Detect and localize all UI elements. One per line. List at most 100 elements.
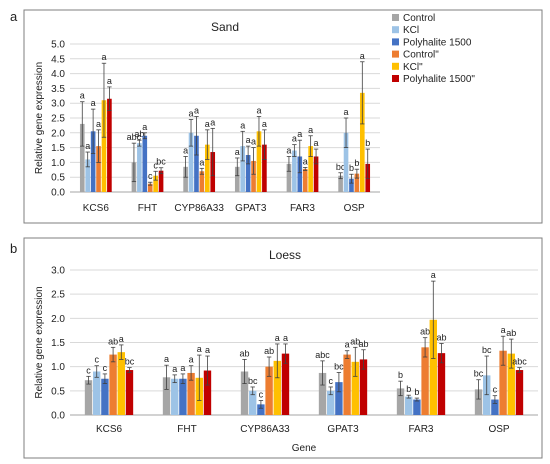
y-tick-label: 4.0 — [51, 69, 65, 80]
legend-label: KCl — [403, 25, 419, 36]
bar — [327, 390, 335, 415]
significance-letter: a — [96, 119, 101, 129]
bar — [507, 353, 515, 415]
significance-letter: bc — [156, 157, 166, 167]
bar — [107, 98, 112, 192]
significance-letter: a — [85, 141, 90, 151]
significance-letter: a — [240, 120, 245, 130]
significance-letter: a — [235, 147, 240, 157]
x-tick-label: KCS6 — [83, 203, 110, 214]
bar — [281, 353, 290, 415]
bar — [199, 171, 205, 192]
legend-label: Polyhalite 1500 — [403, 37, 472, 48]
bar — [396, 388, 405, 415]
bar — [302, 168, 308, 192]
significance-letter: a — [164, 354, 169, 364]
significance-letter: abc — [315, 350, 330, 360]
bar — [142, 135, 148, 192]
y-tick-label: 2.5 — [51, 114, 65, 125]
bar — [125, 370, 134, 415]
x-tick-label: OSP — [344, 203, 365, 214]
bar — [240, 146, 246, 192]
significance-letter: bc — [336, 162, 346, 172]
bar — [203, 370, 212, 415]
y-tick-label: 0.5 — [51, 386, 65, 397]
bar — [109, 354, 117, 415]
significance-letter: c — [259, 390, 264, 400]
bar — [249, 390, 257, 415]
significance-letter: a — [189, 355, 194, 365]
bar — [194, 135, 199, 192]
panel-frame-loess — [23, 237, 543, 459]
bar — [251, 160, 256, 192]
y-tick-label: 3.5 — [51, 84, 65, 95]
significance-letter: a — [501, 325, 506, 335]
significance-letter: a — [297, 129, 302, 139]
significance-letter: b — [414, 387, 419, 397]
y-tick-label: 2.0 — [51, 314, 65, 325]
bar — [158, 170, 164, 192]
bar — [256, 131, 262, 192]
significance-letter: b — [398, 370, 403, 380]
y-tick-label: 0.0 — [51, 188, 65, 199]
significance-letter: c — [148, 171, 153, 181]
significance-letter: a — [292, 134, 297, 144]
y-tick-label: 0.5 — [51, 173, 65, 184]
significance-letter: a — [142, 122, 147, 132]
significance-letter: ab — [350, 336, 360, 346]
significance-letter: a — [172, 364, 177, 374]
significance-letter: c — [328, 376, 333, 386]
significance-letter: a — [189, 108, 194, 118]
bar — [137, 143, 142, 192]
y-tick-label: 1.0 — [51, 362, 65, 373]
significance-letter: a — [286, 145, 291, 155]
y-tick-label: 4.5 — [51, 54, 65, 65]
significance-letter: a — [360, 51, 365, 61]
significance-letter: a — [205, 119, 210, 129]
bar — [499, 350, 507, 415]
bar — [96, 146, 101, 192]
significance-letter: a — [344, 107, 349, 117]
y-axis-label: Relative gene expression — [34, 62, 45, 174]
bar — [515, 370, 524, 415]
bar — [101, 378, 109, 415]
legend-swatch — [392, 26, 399, 34]
bar — [188, 132, 194, 192]
bar — [90, 131, 96, 192]
bar — [204, 144, 210, 192]
significance-letter: a — [183, 145, 188, 155]
legend-label: Control" — [403, 50, 439, 61]
significance-letter: abc — [512, 357, 527, 367]
bar — [79, 123, 85, 192]
bar — [147, 183, 153, 192]
significance-letter: a — [180, 363, 185, 373]
y-tick-label: 3.0 — [51, 99, 65, 110]
significance-letter: ab — [134, 129, 144, 139]
significance-letter: a — [246, 135, 251, 145]
x-tick-label: FAR3 — [408, 424, 433, 435]
chart-loess: 0.0 0.5 1.0 1.5 2.0 2.5 3.0 Relative gene expre… — [34, 266, 538, 454]
bar — [234, 166, 240, 192]
bar — [359, 359, 368, 415]
significance-letter: c — [94, 355, 99, 365]
significance-letter: a — [91, 98, 96, 108]
significance-letter: a — [101, 52, 106, 62]
x-tick-label: GPAT3 — [235, 203, 267, 214]
bar — [483, 375, 491, 415]
significance-letter: bc — [482, 345, 492, 355]
significance-letter: bc — [474, 369, 484, 379]
significance-letter: ab — [264, 346, 274, 356]
bar — [286, 163, 292, 192]
panel-letter-a: a — [10, 9, 18, 24]
significance-letter: c — [103, 363, 108, 373]
legend-label: Polyhalite 1500" — [403, 74, 475, 85]
significance-letter: a — [205, 345, 210, 355]
chart-title-loess: Loess — [269, 248, 301, 262]
significance-letter: c — [493, 385, 498, 395]
legend-swatch — [392, 14, 399, 21]
x-tick-label: FHT — [177, 424, 196, 435]
x-tick-label: FAR3 — [290, 203, 315, 214]
x-tick-label: GPAT3 — [327, 424, 359, 435]
significance-letter: c — [153, 160, 158, 170]
significance-letter: a — [199, 157, 204, 167]
